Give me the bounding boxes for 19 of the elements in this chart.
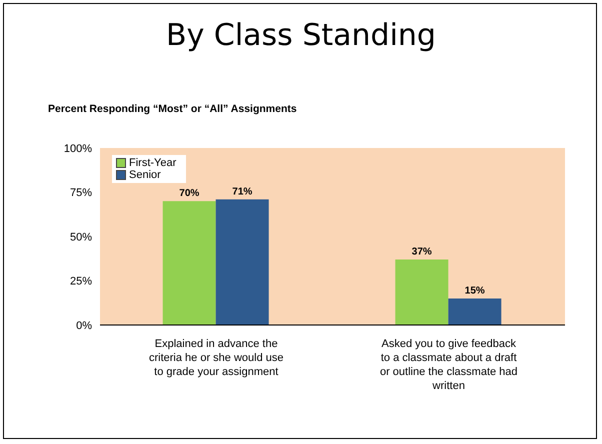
y-tick-label: 100% [64, 142, 92, 155]
y-tick-label: 75% [70, 187, 92, 200]
bar [162, 201, 216, 325]
bar [395, 260, 448, 325]
y-tick-label: 50% [70, 231, 92, 244]
data-label: 70% [179, 188, 200, 200]
chart-subtitle: Percent Responding “Most” or “All” Assignments [48, 103, 297, 115]
y-tick-label: 0% [76, 320, 92, 332]
chart-title: By Class Standing [165, 18, 437, 53]
data-label: 71% [232, 186, 252, 198]
x-tick-label: Explained in advance the criteria he or she would use to grade your assignment [148, 338, 284, 378]
bar [216, 199, 269, 325]
x-tick-label: Asked you to give feedback to a classmate about a draft or outline the classmate had written [380, 338, 518, 392]
legend-label: First-Year [129, 157, 176, 169]
bar [448, 298, 502, 325]
data-label: 37% [412, 246, 432, 258]
data-label: 15% [464, 285, 485, 296]
y-tick-label: 25% [70, 276, 92, 288]
legend-label: Senior [129, 169, 161, 181]
